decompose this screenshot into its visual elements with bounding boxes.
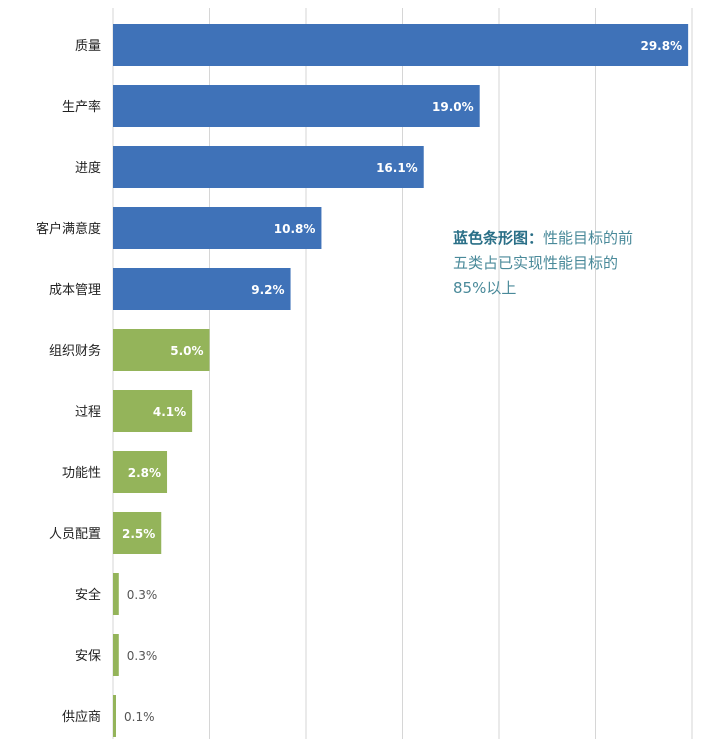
value-label: 19.0% — [432, 100, 474, 114]
value-label: 2.5% — [122, 527, 155, 541]
category-label: 成本管理 — [49, 283, 101, 298]
category-label: 客户满意度 — [36, 221, 101, 237]
bar-5 — [113, 268, 291, 310]
annotation-line-1: 性能目标的前 — [543, 229, 634, 247]
value-label: 0.3% — [127, 588, 158, 602]
bars — [113, 24, 689, 737]
bar-2 — [113, 85, 480, 127]
bar-1 — [113, 24, 689, 66]
category-label: 过程 — [75, 405, 101, 420]
value-labels: 29.8% 19.0% 16.1% 10.8% 9.2% 5.0% 4.1% 2.8% 2.5%… — [122, 39, 682, 724]
category-label: 生产率 — [62, 99, 101, 115]
annotation-line-3: 85%以上 — [453, 279, 517, 297]
value-label: 16.1% — [376, 161, 418, 175]
value-label: 0.3% — [127, 649, 158, 663]
bar-11 — [113, 634, 119, 676]
bar-8 — [113, 451, 168, 493]
value-label: 5.0% — [170, 344, 203, 358]
gridlines — [112, 8, 693, 739]
bar-10 — [113, 573, 119, 615]
bar-7 — [113, 390, 193, 432]
annotation-title: 蓝色条形图： — [453, 229, 544, 247]
annotation-box: 蓝色条形图：性能目标的前 五类占已实现性能目标的 85%以上 — [453, 226, 693, 301]
bar-9 — [113, 512, 162, 554]
annotation-line-2: 五类占已实现性能目标的 — [453, 254, 619, 272]
value-label: 9.2% — [251, 283, 284, 297]
bar-4 — [113, 207, 322, 249]
category-label: 安全 — [75, 587, 101, 603]
category-label: 进度 — [75, 160, 101, 176]
category-label: 人员配置 — [49, 527, 101, 542]
bar-3 — [113, 146, 424, 188]
category-label: 安保 — [75, 649, 101, 664]
bar-6 — [113, 329, 210, 371]
category-label: 功能性 — [62, 466, 101, 481]
value-label: 29.8% — [640, 39, 682, 53]
value-label: 4.1% — [153, 405, 186, 419]
value-label: 0.1% — [124, 710, 155, 724]
category-label: 组织财务 — [49, 343, 101, 359]
bar-12 — [113, 695, 116, 737]
value-label: 10.8% — [274, 222, 316, 236]
value-label: 2.8% — [128, 466, 161, 480]
category-label: 质量 — [75, 39, 101, 54]
category-label: 供应商 — [62, 709, 101, 725]
